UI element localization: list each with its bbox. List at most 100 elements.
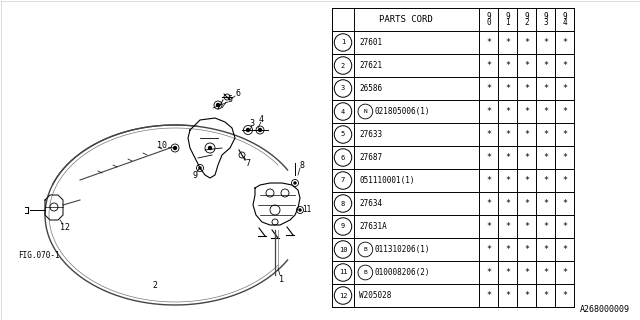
Text: 26586: 26586 [359, 84, 382, 93]
Text: 27687: 27687 [359, 153, 382, 162]
Text: *: * [524, 222, 529, 231]
Text: 0: 0 [486, 18, 491, 27]
Text: *: * [505, 176, 510, 185]
Text: *: * [562, 245, 567, 254]
Circle shape [216, 103, 220, 107]
Text: *: * [543, 130, 548, 139]
Text: *: * [486, 245, 491, 254]
Text: *: * [543, 176, 548, 185]
Text: B: B [364, 270, 367, 275]
Text: 8: 8 [341, 201, 345, 206]
Text: 5: 5 [341, 132, 345, 138]
Text: 3: 3 [250, 118, 255, 127]
Text: 12: 12 [60, 222, 70, 231]
Circle shape [209, 147, 211, 149]
Text: *: * [524, 199, 529, 208]
Text: 2: 2 [524, 18, 529, 27]
Text: 8: 8 [300, 161, 305, 170]
Text: 6: 6 [341, 155, 345, 161]
Circle shape [259, 129, 262, 132]
Text: 9: 9 [543, 12, 548, 21]
Text: 6: 6 [236, 89, 241, 98]
Text: 7: 7 [341, 178, 345, 183]
Text: *: * [524, 38, 529, 47]
Text: *: * [562, 199, 567, 208]
Text: *: * [524, 245, 529, 254]
Text: 9: 9 [562, 12, 567, 21]
Text: *: * [505, 291, 510, 300]
Circle shape [246, 129, 250, 132]
Text: *: * [562, 222, 567, 231]
Text: *: * [543, 222, 548, 231]
Text: *: * [486, 107, 491, 116]
Text: *: * [543, 153, 548, 162]
Text: *: * [543, 84, 548, 93]
Text: *: * [524, 176, 529, 185]
Text: *: * [524, 268, 529, 277]
Text: *: * [505, 38, 510, 47]
Text: *: * [486, 268, 491, 277]
Text: 1: 1 [341, 39, 345, 45]
Text: *: * [562, 84, 567, 93]
Text: *: * [562, 130, 567, 139]
Circle shape [173, 147, 177, 149]
Text: *: * [505, 268, 510, 277]
Text: *: * [562, 268, 567, 277]
Text: 1: 1 [505, 18, 510, 27]
Text: *: * [524, 153, 529, 162]
Text: *: * [486, 222, 491, 231]
Text: 2: 2 [152, 281, 157, 290]
Text: *: * [505, 84, 510, 93]
Text: *: * [562, 153, 567, 162]
Text: *: * [543, 291, 548, 300]
Text: 5: 5 [227, 95, 232, 105]
Text: 11: 11 [339, 269, 348, 276]
Text: *: * [486, 130, 491, 139]
Text: 3: 3 [341, 85, 345, 92]
Text: *: * [486, 199, 491, 208]
Text: W205028: W205028 [359, 291, 392, 300]
Text: 9: 9 [486, 12, 491, 21]
Text: 7: 7 [246, 158, 250, 167]
Text: 10: 10 [157, 140, 167, 149]
Text: 4: 4 [341, 108, 345, 115]
Circle shape [199, 167, 201, 169]
Text: *: * [543, 107, 548, 116]
Text: *: * [486, 38, 491, 47]
Text: B: B [364, 247, 367, 252]
Text: *: * [505, 153, 510, 162]
Text: 10: 10 [339, 246, 348, 252]
Text: 11: 11 [302, 205, 312, 214]
Text: *: * [543, 61, 548, 70]
Text: *: * [562, 38, 567, 47]
Text: *: * [486, 176, 491, 185]
Text: 021805006(1): 021805006(1) [375, 107, 430, 116]
Text: 010008206(2): 010008206(2) [375, 268, 430, 277]
Circle shape [294, 182, 296, 184]
Text: PARTS CORD: PARTS CORD [379, 15, 433, 24]
Text: *: * [486, 84, 491, 93]
Text: *: * [486, 61, 491, 70]
Text: *: * [505, 107, 510, 116]
Text: 9: 9 [524, 12, 529, 21]
Text: 9: 9 [505, 12, 510, 21]
Text: *: * [505, 61, 510, 70]
Text: *: * [486, 291, 491, 300]
Text: 9: 9 [193, 171, 198, 180]
Text: *: * [543, 268, 548, 277]
Text: *: * [543, 38, 548, 47]
Text: 1: 1 [280, 276, 285, 284]
Text: *: * [505, 130, 510, 139]
Text: N: N [364, 109, 367, 114]
Text: 2: 2 [341, 62, 345, 68]
Text: *: * [505, 222, 510, 231]
Text: 4: 4 [562, 18, 567, 27]
Text: *: * [524, 107, 529, 116]
Text: *: * [524, 61, 529, 70]
Text: FIG.070-1: FIG.070-1 [18, 251, 60, 260]
Text: *: * [543, 245, 548, 254]
Text: 9: 9 [341, 223, 345, 229]
Text: *: * [524, 291, 529, 300]
Text: 27601: 27601 [359, 38, 382, 47]
Text: *: * [486, 153, 491, 162]
